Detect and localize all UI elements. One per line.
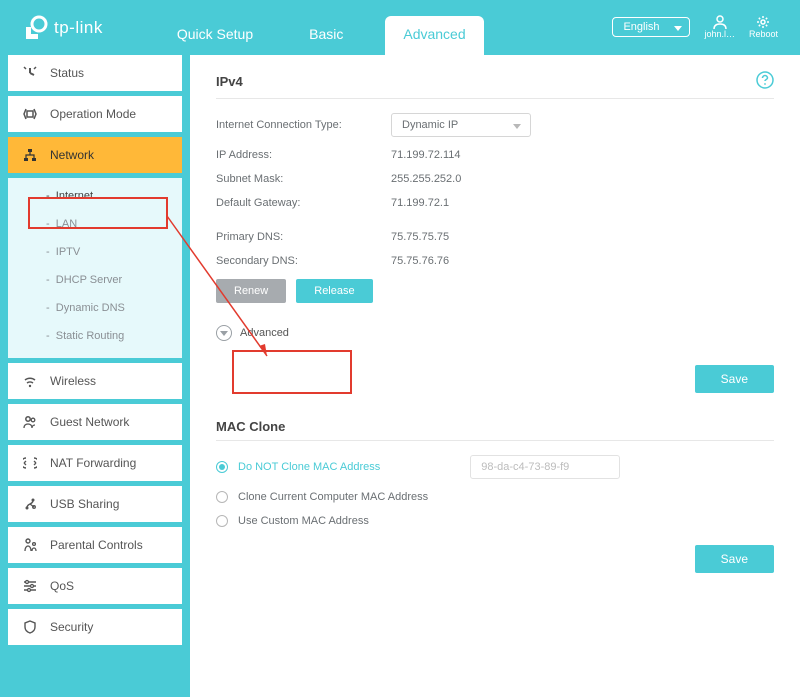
status-icon	[22, 65, 38, 81]
sidebar-submenu-network: - Internet - LAN - IPTV - DHCP Server - …	[8, 178, 182, 358]
mac-opt1-label: Do NOT Clone MAC Address	[238, 461, 380, 473]
language-value: English	[623, 21, 659, 33]
sidebar: Status Operation Mode Network - Internet…	[0, 55, 190, 697]
user-icon	[712, 15, 728, 29]
sidebar-item-network[interactable]: Network	[8, 137, 182, 173]
main: Status Operation Mode Network - Internet…	[0, 55, 800, 697]
help-icon[interactable]	[756, 71, 774, 92]
radio-icon	[216, 461, 228, 473]
sidebar-item-nat[interactable]: NAT Forwarding	[8, 445, 182, 481]
subitem-iptv[interactable]: - IPTV	[8, 238, 182, 266]
tab-basic[interactable]: Basic	[295, 15, 357, 55]
sidebar-item-security[interactable]: Security	[8, 609, 182, 645]
sidebar-label: Operation Mode	[50, 107, 136, 121]
user-label: john.l…	[704, 29, 735, 39]
sidebar-label: Status	[50, 66, 84, 80]
mask-value: 255.255.252.0	[391, 173, 461, 185]
mac-address-field: 98-da-c4-73-89-f9	[470, 455, 620, 479]
brand-logo: tp-link	[22, 15, 103, 41]
subitem-routing[interactable]: - Static Routing	[8, 322, 182, 350]
mac-opt-custom[interactable]: Use Custom MAC Address	[216, 515, 774, 527]
content-pane: IPv4 Internet Connection Type: Dynamic I…	[190, 55, 800, 697]
opmode-icon	[22, 106, 38, 122]
usb-icon	[22, 496, 38, 512]
subitem-ddns[interactable]: - Dynamic DNS	[8, 294, 182, 322]
subitem-dhcp[interactable]: - DHCP Server	[8, 266, 182, 294]
release-button[interactable]: Release	[296, 279, 372, 303]
sidebar-item-guest[interactable]: Guest Network	[8, 404, 182, 440]
radio-icon	[216, 515, 228, 527]
security-icon	[22, 619, 38, 635]
nat-icon	[22, 455, 38, 471]
sidebar-label: Network	[50, 148, 94, 162]
sidebar-label: Wireless	[50, 374, 96, 388]
conn-type-label: Internet Connection Type:	[216, 119, 391, 131]
conn-type-select[interactable]: Dynamic IP	[391, 113, 531, 137]
sidebar-item-wireless[interactable]: Wireless	[8, 363, 182, 399]
row-gw: Default Gateway:71.199.72.1	[216, 197, 774, 209]
tab-advanced[interactable]: Advanced	[385, 16, 483, 56]
guest-icon	[22, 414, 38, 430]
mac-opt-clone[interactable]: Clone Current Computer MAC Address	[216, 491, 774, 503]
mac-save-row: Save	[216, 545, 774, 573]
ip-value: 71.199.72.114	[391, 149, 461, 161]
sidebar-item-status[interactable]: Status	[8, 55, 182, 91]
sidebar-item-parental[interactable]: Parental Controls	[8, 527, 182, 563]
row-dns1: Primary DNS:75.75.75.75	[216, 231, 774, 243]
user-menu[interactable]: john.l…	[704, 15, 735, 40]
reboot-label: Reboot	[749, 29, 778, 39]
save-button-ipv4[interactable]: Save	[695, 365, 774, 393]
chevron-down-icon	[216, 325, 232, 341]
sidebar-label: Guest Network	[50, 415, 129, 429]
ipv4-title: IPv4	[216, 74, 243, 89]
sidebar-item-usb[interactable]: USB Sharing	[8, 486, 182, 522]
sidebar-item-operation-mode[interactable]: Operation Mode	[8, 96, 182, 132]
renew-release-row: Renew Release	[216, 279, 774, 303]
reboot-icon	[755, 15, 771, 29]
subitem-lan[interactable]: - LAN	[8, 210, 182, 238]
qos-icon	[22, 578, 38, 594]
sidebar-label: QoS	[50, 579, 74, 593]
ipv4-section-header: IPv4	[216, 71, 774, 99]
mac-opt2-label: Clone Current Computer MAC Address	[238, 491, 428, 503]
network-icon	[22, 147, 38, 163]
dns2-value: 75.75.76.76	[391, 255, 449, 267]
top-tabs: Quick Setup Basic Advanced	[163, 0, 484, 55]
radio-icon	[216, 491, 228, 503]
gw-value: 71.199.72.1	[391, 197, 449, 209]
parental-icon	[22, 537, 38, 553]
brand-name: tp-link	[54, 18, 103, 38]
mac-opt-noclone[interactable]: Do NOT Clone MAC Address 98-da-c4-73-89-…	[216, 455, 774, 479]
row-mask: Subnet Mask:255.255.252.0	[216, 173, 774, 185]
row-conn-type: Internet Connection Type: Dynamic IP	[216, 113, 774, 137]
header-right: English john.l… Reboot	[612, 15, 778, 40]
row-ip: IP Address:71.199.72.114	[216, 149, 774, 161]
dns1-value: 75.75.75.75	[391, 231, 449, 243]
sidebar-label: NAT Forwarding	[50, 456, 136, 470]
tplink-logo-icon	[22, 15, 48, 41]
ipv4-save-row: Save	[216, 365, 774, 393]
subitem-internet[interactable]: - Internet	[8, 182, 182, 210]
sidebar-item-qos[interactable]: QoS	[8, 568, 182, 604]
language-select[interactable]: English	[612, 17, 690, 37]
advanced-label: Advanced	[240, 327, 289, 339]
mac-section-header: MAC Clone	[216, 419, 774, 441]
wireless-icon	[22, 373, 38, 389]
sidebar-label: Security	[50, 620, 93, 634]
sidebar-label: Parental Controls	[50, 538, 143, 552]
mac-title: MAC Clone	[216, 419, 285, 434]
reboot-button[interactable]: Reboot	[749, 15, 778, 40]
header: tp-link Quick Setup Basic Advanced Engli…	[0, 0, 800, 55]
sidebar-label: USB Sharing	[50, 497, 119, 511]
renew-button[interactable]: Renew	[216, 279, 286, 303]
tab-quick-setup[interactable]: Quick Setup	[163, 15, 267, 55]
row-dns2: Secondary DNS:75.75.76.76	[216, 255, 774, 267]
mac-opt3-label: Use Custom MAC Address	[238, 515, 369, 527]
advanced-expander[interactable]: Advanced	[216, 319, 774, 347]
save-button-mac[interactable]: Save	[695, 545, 774, 573]
